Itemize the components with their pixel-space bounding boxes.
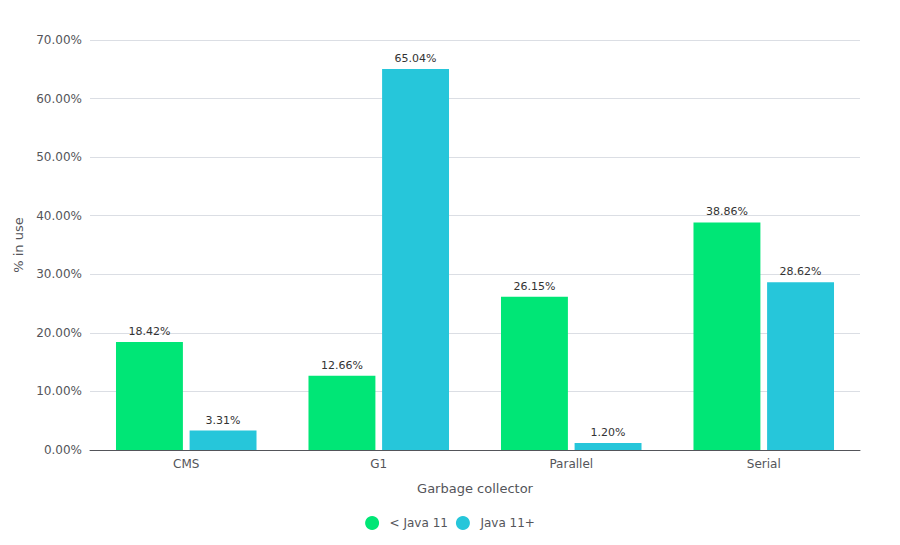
svg-text:< Java 11: < Java 11 — [390, 516, 448, 530]
svg-text:38.86%: 38.86% — [706, 205, 748, 218]
svg-text:Java 11+: Java 11+ — [479, 516, 535, 530]
svg-text:Garbage collector: Garbage collector — [417, 481, 534, 496]
svg-text:50.00%: 50.00% — [36, 150, 82, 164]
svg-text:26.15%: 26.15% — [513, 280, 555, 293]
svg-text:40.00%: 40.00% — [36, 209, 82, 223]
svg-text:G1: G1 — [370, 457, 387, 471]
svg-text:3.31%: 3.31% — [206, 414, 241, 427]
svg-text:60.00%: 60.00% — [36, 92, 82, 106]
svg-text:12.66%: 12.66% — [321, 359, 363, 372]
svg-text:70.00%: 70.00% — [36, 33, 82, 47]
svg-text:Parallel: Parallel — [549, 457, 593, 471]
svg-text:Serial: Serial — [747, 457, 781, 471]
svg-text:28.62%: 28.62% — [780, 265, 822, 278]
svg-text:65.04%: 65.04% — [395, 52, 437, 65]
svg-text:20.00%: 20.00% — [36, 326, 82, 340]
svg-text:10.00%: 10.00% — [36, 384, 82, 398]
svg-text:0.00%: 0.00% — [44, 443, 82, 457]
svg-text:30.00%: 30.00% — [36, 267, 82, 281]
svg-text:1.20%: 1.20% — [591, 426, 626, 439]
svg-text:18.42%: 18.42% — [128, 325, 170, 338]
svg-text:% in use: % in use — [11, 217, 26, 272]
svg-text:CMS: CMS — [173, 457, 199, 471]
